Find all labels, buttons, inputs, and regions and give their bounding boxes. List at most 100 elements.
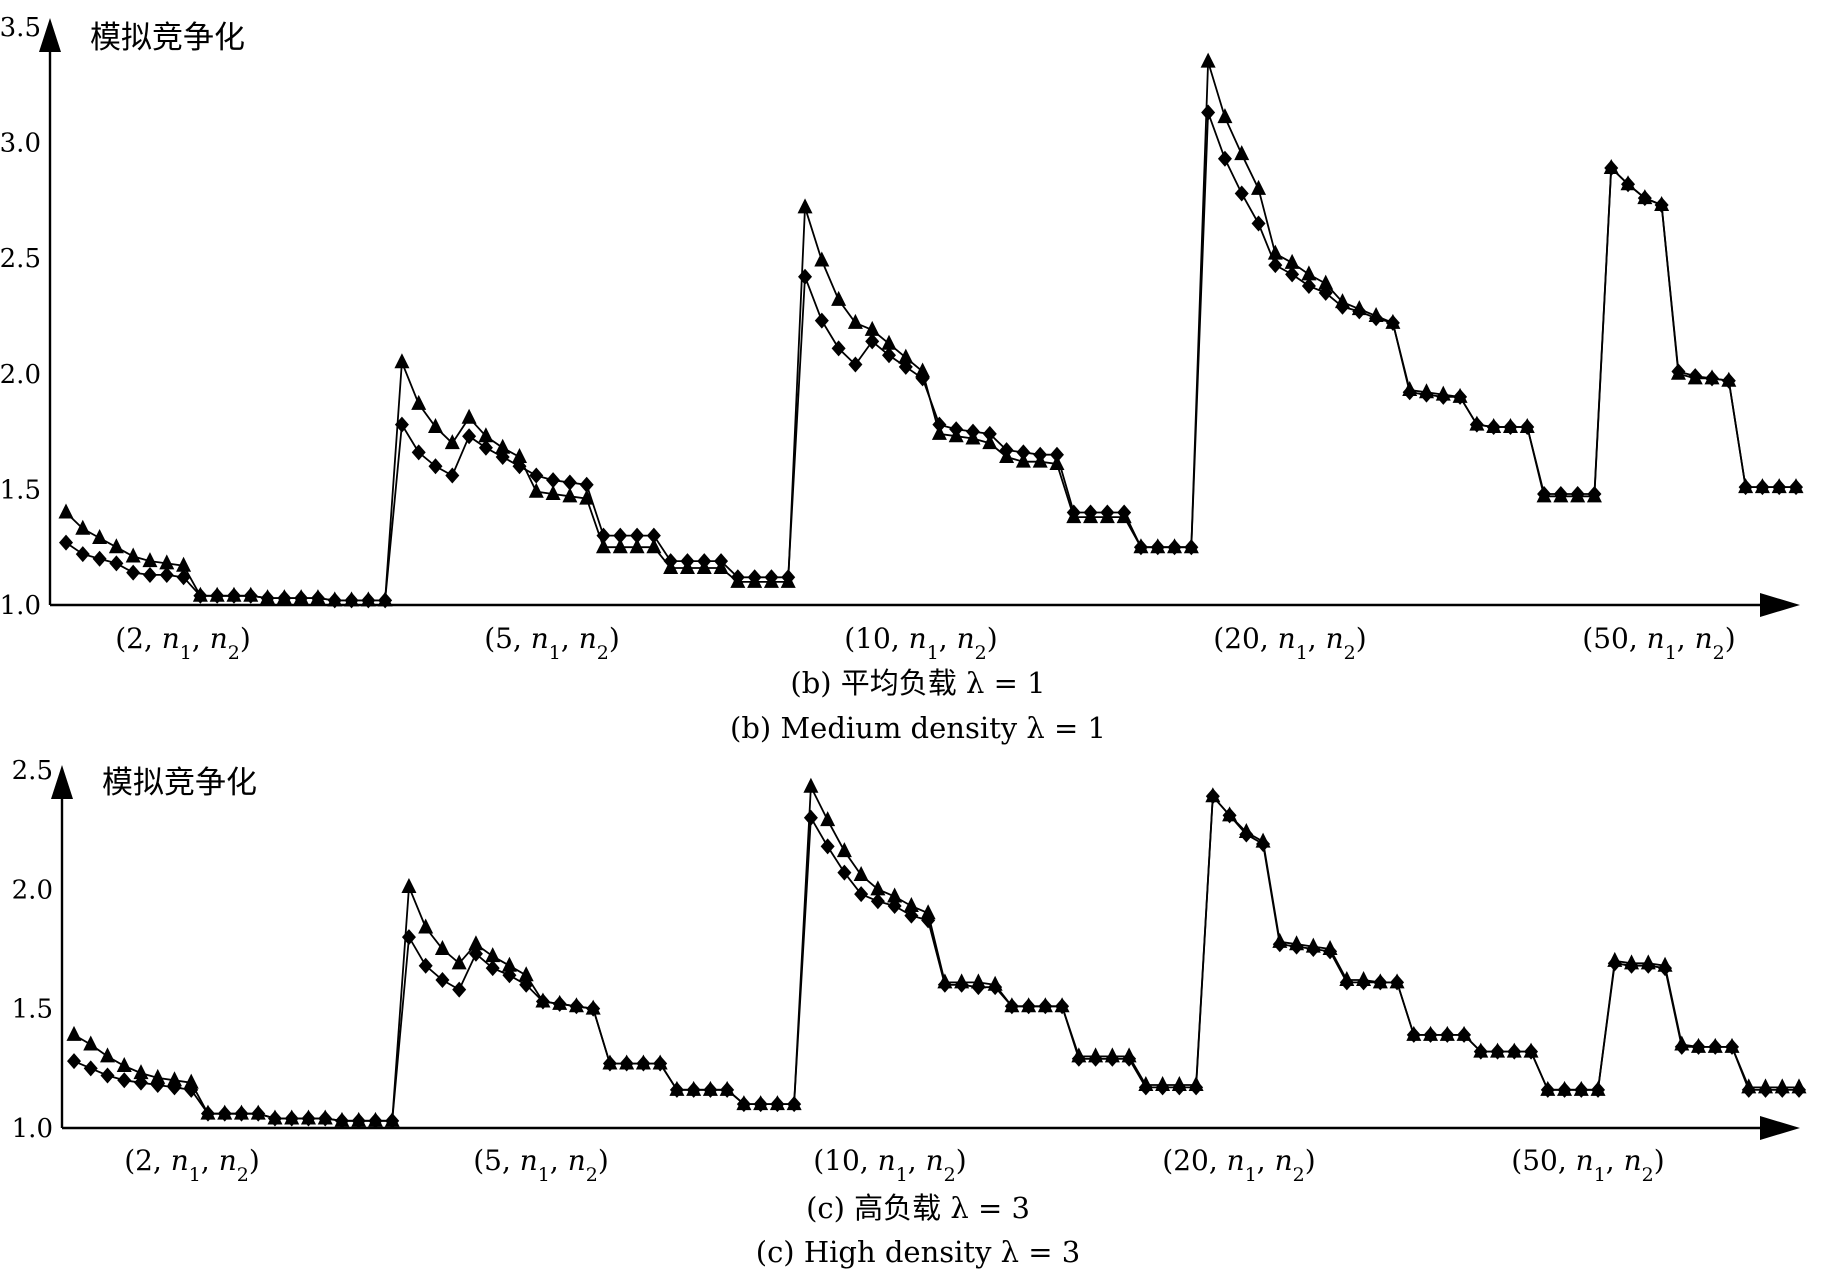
data-point-diamond [485,960,500,977]
data-point-diamond [1624,957,1639,974]
data-point-diamond [1574,1081,1589,1098]
y-axis-label: 模拟竞争化 [90,20,245,56]
data-point-diamond [686,1081,701,1098]
data-point-diamond [971,979,986,996]
data-point-diamond [1570,486,1585,503]
data-point-triangle [853,866,869,882]
data-point-diamond [193,587,208,604]
data-point-diamond [887,898,902,915]
data-point-diamond [251,1105,266,1122]
data-point-triangle [83,1035,99,1051]
data-point-triangle [831,290,847,306]
data-point-diamond [1755,479,1770,496]
data-point-diamond [1369,310,1384,327]
data-point-diamond [277,590,292,607]
data-point-diamond [1122,1050,1137,1067]
chart-panel-medium-density: 1.0 1.5 2.0 2.5 3.0 3.5 模拟竞争化 (2, n1, n2) (5, n1… [0,13,1804,745]
data-point-diamond [117,1072,132,1089]
data-point-diamond [334,1112,349,1129]
data-point-triangle [820,811,836,827]
data-point-triangle [915,362,931,378]
y-axis-label: 模拟竞争化 [102,765,257,801]
data-point-diamond [1658,960,1673,977]
data-point-triangle [903,897,919,913]
data-point-diamond [1507,1043,1522,1060]
data-point-diamond [1335,298,1350,315]
data-point-diamond [67,1053,81,1070]
data-point-triangle [434,940,450,955]
data-point-diamond [1705,370,1720,387]
data-point-diamond [579,476,594,493]
data-point-diamond [75,546,90,563]
data-point-diamond [1004,998,1019,1015]
data-point-diamond [1674,1038,1689,1055]
data-point-diamond [646,527,661,544]
data-point-diamond [59,534,73,551]
x-group-label: (10, n1, n2) [844,622,997,664]
data-point-diamond [1553,486,1568,503]
data-point-diamond [1318,284,1333,301]
data-point-diamond [344,592,359,609]
data-point-diamond [1688,368,1703,385]
data-point-diamond [1301,277,1316,294]
data-point-diamond [411,444,426,461]
data-point-diamond [1453,388,1468,405]
data-point-diamond [1150,539,1165,556]
data-point-diamond [535,993,550,1010]
data-point-diamond [1071,1050,1086,1067]
data-point-diamond [217,1105,232,1122]
data-point-triangle [864,320,880,336]
data-point-diamond [1390,974,1405,991]
data-point-triangle [1318,274,1334,290]
data-point-diamond [1792,1081,1806,1098]
data-point-diamond [378,592,393,609]
data-point-diamond [1339,974,1354,991]
data-point-diamond [904,907,919,924]
data-point-triangle [66,1025,82,1041]
data-point-diamond [988,979,1003,996]
data-point-diamond [1189,1079,1204,1096]
x-group-label: (10, n1, n2) [813,1144,966,1186]
data-point-diamond [1621,176,1636,193]
data-point-diamond [1440,1026,1455,1043]
data-point-triangle [468,935,484,951]
data-point-diamond [669,1081,684,1098]
data-point-diamond [820,838,835,855]
x-axis-arrow [1760,593,1800,617]
data-point-diamond [495,449,510,466]
data-point-diamond [462,428,477,445]
data-point-triangle [814,251,830,267]
y-tick-label: 2.5 [12,756,53,786]
data-point-triangle [116,1056,132,1072]
data-point-diamond [1117,504,1132,521]
data-point-diamond [697,553,712,570]
data-point-diamond [428,458,443,475]
data-point-diamond [1373,974,1388,991]
data-point-diamond [1038,998,1053,1015]
data-point-diamond [569,998,584,1015]
data-point-diamond [529,467,544,484]
data-point-triangle [411,394,427,410]
data-point-triangle [836,842,852,858]
data-point-triangle [99,1047,115,1063]
data-point-diamond [1256,835,1271,852]
data-point-diamond [1172,1079,1187,1096]
data-point-diamond [385,1112,400,1129]
data-point-diamond [703,1081,718,1098]
data-point-diamond [1540,1081,1555,1098]
data-point-diamond [803,809,818,826]
data-point-diamond [267,1110,282,1127]
data-point-triangle [401,877,417,893]
data-point-diamond [301,1110,316,1127]
data-point-triangle [881,334,897,350]
data-point-diamond [200,1105,215,1122]
data-point-triangle [528,482,544,498]
data-point-diamond [949,421,964,438]
data-point-triangle [58,503,74,519]
data-point-diamond [1607,955,1622,972]
data-point-triangle [579,489,595,505]
data-point-diamond [870,893,885,910]
data-point-triangle [461,408,477,424]
data-point-diamond [586,1000,601,1017]
data-point-diamond [921,912,936,929]
